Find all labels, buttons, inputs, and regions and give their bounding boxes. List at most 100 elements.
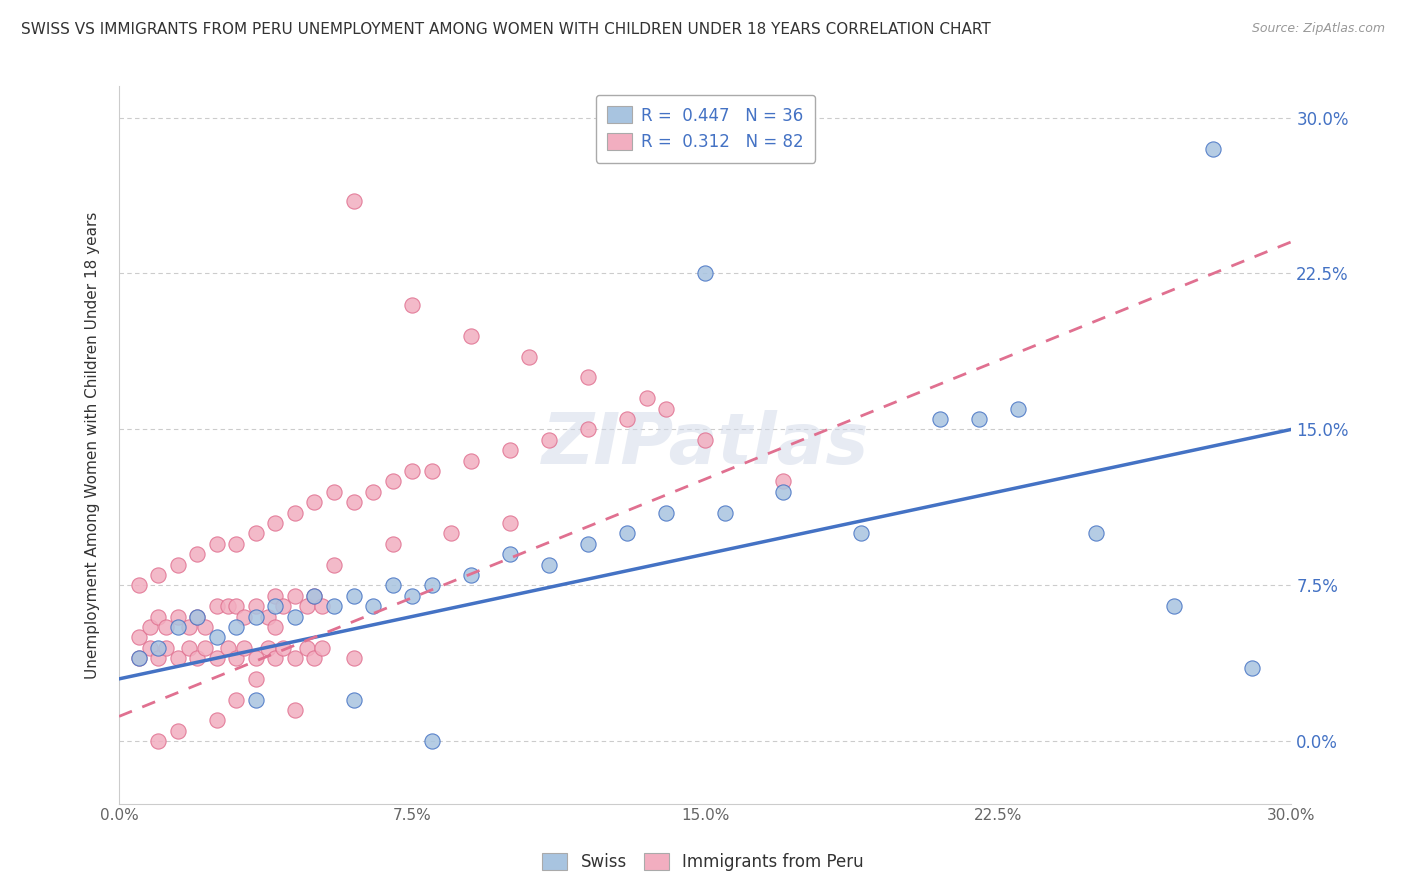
Point bbox=[499, 516, 522, 530]
Point bbox=[225, 651, 247, 665]
Point bbox=[245, 599, 267, 613]
Point bbox=[1241, 661, 1264, 675]
Point bbox=[460, 329, 482, 343]
Point bbox=[851, 526, 873, 541]
Point bbox=[311, 640, 333, 655]
Point bbox=[695, 433, 717, 447]
Point bbox=[245, 609, 267, 624]
Point bbox=[245, 672, 267, 686]
Point bbox=[264, 516, 287, 530]
Point bbox=[440, 526, 463, 541]
Point bbox=[537, 558, 560, 572]
Point bbox=[186, 651, 208, 665]
Point bbox=[128, 651, 150, 665]
Point bbox=[155, 620, 177, 634]
Point bbox=[233, 640, 256, 655]
Point bbox=[139, 620, 162, 634]
Point bbox=[166, 651, 188, 665]
Point bbox=[695, 267, 717, 281]
Point bbox=[146, 640, 169, 655]
Point bbox=[205, 630, 228, 644]
Point bbox=[499, 547, 522, 561]
Point bbox=[284, 651, 307, 665]
Point bbox=[772, 484, 794, 499]
Point bbox=[264, 651, 287, 665]
Point bbox=[311, 599, 333, 613]
Point bbox=[537, 433, 560, 447]
Point bbox=[146, 568, 169, 582]
Point bbox=[128, 651, 150, 665]
Point bbox=[460, 568, 482, 582]
Point bbox=[179, 620, 201, 634]
Point bbox=[166, 620, 188, 634]
Point bbox=[295, 640, 318, 655]
Point bbox=[381, 475, 404, 489]
Point bbox=[194, 640, 217, 655]
Point bbox=[225, 692, 247, 706]
Point bbox=[284, 703, 307, 717]
Point bbox=[139, 640, 162, 655]
Point bbox=[245, 526, 267, 541]
Point bbox=[256, 640, 278, 655]
Y-axis label: Unemployment Among Women with Children Under 18 years: Unemployment Among Women with Children U… bbox=[86, 211, 100, 679]
Point bbox=[233, 609, 256, 624]
Text: Source: ZipAtlas.com: Source: ZipAtlas.com bbox=[1251, 22, 1385, 36]
Point bbox=[1007, 401, 1029, 416]
Point bbox=[323, 599, 346, 613]
Point bbox=[381, 578, 404, 592]
Point bbox=[128, 578, 150, 592]
Point bbox=[967, 412, 990, 426]
Point bbox=[166, 609, 188, 624]
Text: SWISS VS IMMIGRANTS FROM PERU UNEMPLOYMENT AMONG WOMEN WITH CHILDREN UNDER 18 YE: SWISS VS IMMIGRANTS FROM PERU UNEMPLOYME… bbox=[21, 22, 991, 37]
Point bbox=[295, 599, 318, 613]
Point bbox=[155, 640, 177, 655]
Point bbox=[655, 506, 678, 520]
Point bbox=[128, 630, 150, 644]
Point bbox=[264, 599, 287, 613]
Point bbox=[271, 599, 294, 613]
Point bbox=[179, 640, 201, 655]
Point bbox=[401, 589, 423, 603]
Point bbox=[245, 651, 267, 665]
Point bbox=[225, 537, 247, 551]
Point bbox=[146, 734, 169, 748]
Point bbox=[256, 609, 278, 624]
Point bbox=[517, 350, 540, 364]
Point bbox=[401, 464, 423, 478]
Point bbox=[499, 443, 522, 458]
Point bbox=[1084, 526, 1107, 541]
Point bbox=[420, 464, 443, 478]
Point bbox=[304, 495, 326, 509]
Point bbox=[636, 391, 658, 405]
Point bbox=[381, 537, 404, 551]
Point bbox=[361, 599, 384, 613]
Point bbox=[284, 589, 307, 603]
Point bbox=[1202, 142, 1225, 156]
Point bbox=[217, 640, 239, 655]
Point bbox=[205, 651, 228, 665]
Point bbox=[576, 537, 599, 551]
Point bbox=[304, 589, 326, 603]
Point bbox=[264, 620, 287, 634]
Point bbox=[186, 609, 208, 624]
Point bbox=[166, 558, 188, 572]
Point bbox=[186, 547, 208, 561]
Point bbox=[284, 506, 307, 520]
Point bbox=[194, 620, 217, 634]
Point bbox=[342, 651, 364, 665]
Point bbox=[576, 370, 599, 384]
Point bbox=[146, 651, 169, 665]
Point bbox=[928, 412, 950, 426]
Point bbox=[342, 194, 364, 208]
Point bbox=[401, 298, 423, 312]
Point bbox=[342, 495, 364, 509]
Point bbox=[205, 537, 228, 551]
Point bbox=[323, 558, 346, 572]
Point bbox=[342, 692, 364, 706]
Legend: R =  0.447   N = 36, R =  0.312   N = 82: R = 0.447 N = 36, R = 0.312 N = 82 bbox=[596, 95, 815, 162]
Point bbox=[304, 589, 326, 603]
Point bbox=[420, 578, 443, 592]
Point bbox=[772, 475, 794, 489]
Point bbox=[713, 506, 735, 520]
Point bbox=[655, 401, 678, 416]
